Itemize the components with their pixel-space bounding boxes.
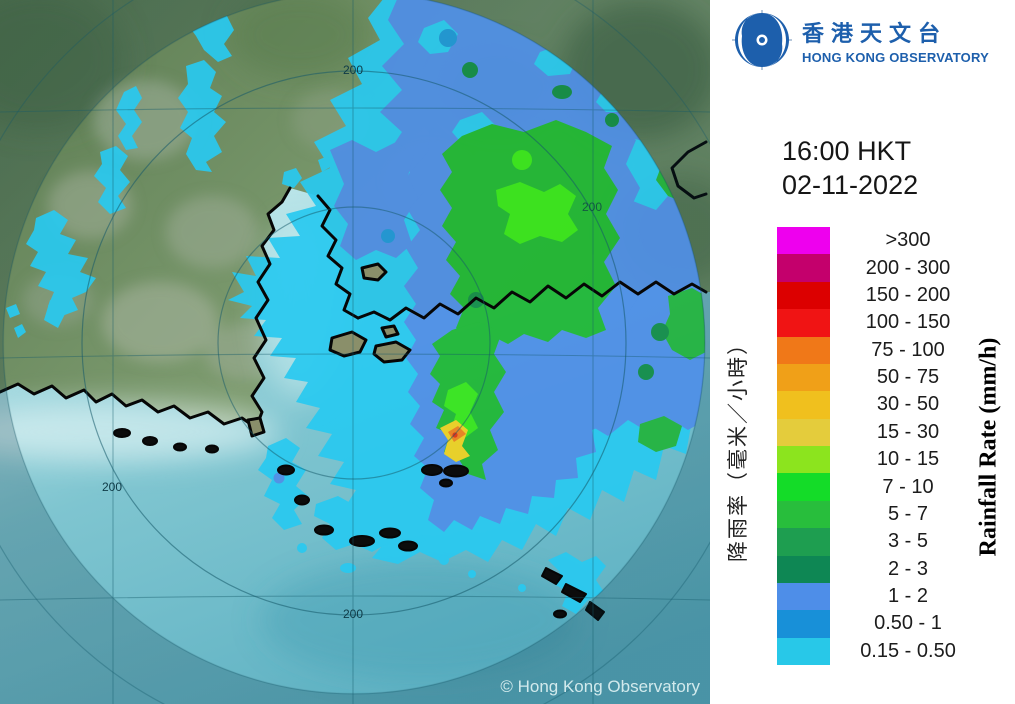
legend-swatch [777, 227, 830, 255]
range-boundary-shading [0, 0, 710, 704]
ring-label: 200 [102, 480, 122, 494]
legend-band-label: 30 - 50 [876, 393, 940, 416]
legend-swatch [777, 309, 830, 337]
copyright-label: © Hong Kong Observatory [500, 677, 700, 696]
time-label: 16:00 HKT [782, 136, 912, 166]
hko-logo: 香港天文台 HONG KONG OBSERVATORY [730, 8, 989, 72]
hko-name-chinese: 香港天文台 [802, 20, 948, 46]
legend-band-label: 100 - 150 [865, 311, 951, 334]
legend-band-label: 15 - 30 [876, 420, 940, 443]
legend-swatch [777, 446, 830, 474]
legend-swatch [777, 637, 830, 665]
legend-band-label: 2 - 3 [887, 557, 929, 580]
ring-labels: 200 200 200 200 [102, 63, 602, 621]
legend-swatch [777, 363, 830, 392]
legend-band-label: 0.50 - 1 [874, 612, 942, 635]
legend-band-label: 10 - 15 [876, 448, 940, 471]
legend-swatch [777, 391, 830, 419]
legend-colorbar [777, 227, 830, 665]
ring-label: 200 [343, 63, 363, 77]
legend-title-chinese: 降雨率（毫米／小時） [727, 332, 750, 562]
radar-map-image: 200 200 200 200 © Hong Kong Observatory [0, 0, 710, 704]
legend-swatch [777, 555, 830, 583]
legend-band-label: 200 - 300 [865, 256, 951, 279]
ring-label: 200 [343, 607, 363, 621]
ring-label: 200 [582, 200, 602, 214]
range-rings [0, 0, 710, 704]
legend-swatch [777, 418, 830, 446]
legend-band-label: 1 - 2 [887, 585, 929, 608]
hko-logo-icon [732, 10, 792, 70]
legend-band-label: >300 [885, 229, 931, 252]
radar-map: 200 200 200 200 © Hong Kong Observatory [0, 0, 710, 704]
info-panel: 香港天文台 HONG KONG OBSERVATORY 16:00 HKT 02… [710, 0, 1015, 704]
legend-band-label: 7 - 10 [882, 475, 934, 498]
legend-band-label: 3 - 5 [887, 530, 929, 553]
legend-swatch [777, 473, 830, 501]
legend-swatch [777, 336, 830, 364]
legend-band-labels: >300 200 - 300 150 - 200 100 - 150 75 - 100 5… [832, 227, 984, 665]
legend-swatch [777, 582, 830, 611]
legend-title-english: Rainfall Rate (mm/h) [975, 337, 1002, 557]
date-label: 02-11-2022 [782, 170, 919, 200]
legend-band-label: 5 - 7 [887, 502, 929, 525]
legend-band-label: 50 - 75 [876, 366, 940, 389]
legend-swatch [777, 254, 830, 282]
legend-swatch [777, 281, 830, 310]
observation-time: 16:00 HKT 02-11-2022 [782, 134, 918, 202]
graticule [0, 0, 710, 704]
legend-band-label: 75 - 100 [871, 338, 945, 361]
legend-swatch [777, 500, 830, 529]
hko-name-english: HONG KONG OBSERVATORY [802, 49, 989, 65]
legend-band-label: 0.15 - 0.50 [860, 639, 956, 662]
legend-band-label: 150 - 200 [865, 283, 951, 306]
legend-swatch [777, 610, 830, 638]
legend-swatch [777, 528, 830, 556]
